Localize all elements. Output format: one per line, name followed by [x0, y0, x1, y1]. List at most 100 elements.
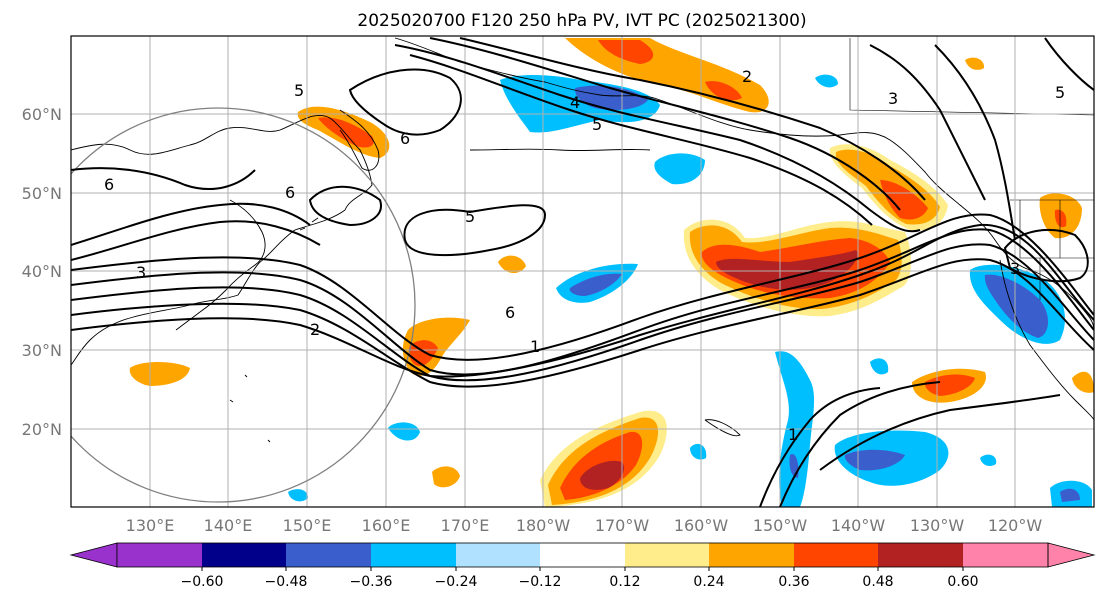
coastline-islands [229, 217, 741, 443]
pv-contour-north-4 [459, 37, 926, 201]
contour-label: 5 [294, 81, 304, 100]
coastline-asia [71, 114, 373, 366]
lon-label: 150°E [283, 516, 332, 535]
contour-labels: 5 4 5 6 6 5 3 2 6 1 2 3 1 3 6 5 [104, 67, 1065, 444]
coastline-japan [175, 199, 266, 331]
contour-label: 6 [505, 303, 515, 322]
pv-contour-ne-3 [1003, 228, 1089, 283]
anomaly-neg-small-1 [654, 153, 705, 185]
positive-anomaly-shading [129, 38, 1094, 507]
colorbar-segment [794, 543, 878, 567]
lon-label: 140°W [831, 516, 886, 535]
anomaly-pos-bering-east [705, 81, 742, 101]
colorbar-segment [540, 543, 625, 567]
colorbar-tick-label: 0.12 [609, 574, 640, 590]
negative-anomaly-shading [288, 74, 1092, 507]
anomaly-pos-gulf-alaska-core [880, 180, 928, 220]
colorbar-segment [963, 543, 1048, 567]
anomaly-pos-small-2 [432, 466, 460, 488]
colorbar-segment [625, 543, 709, 567]
colorbar-tick-label: −0.36 [350, 574, 393, 590]
colorbar-segment [456, 543, 540, 567]
anomaly-pos-small-4-core [1054, 209, 1067, 228]
lat-label: 20°N [22, 420, 62, 439]
colorbar-segment [202, 543, 286, 567]
anomaly-pos-bering-core [598, 40, 654, 64]
contour-label: 3 [1010, 259, 1020, 278]
anomaly-neg-small-5 [815, 74, 838, 88]
lon-label: 170°W [595, 516, 650, 535]
coastlines [71, 37, 1094, 443]
pv-contour-ridge [348, 68, 462, 136]
anomaly-neg-small-3 [288, 489, 308, 502]
contour-label: 1 [530, 337, 540, 356]
lon-label: 160°E [362, 516, 411, 535]
pv-contours [71, 37, 1094, 507]
lon-label: 130°E [126, 516, 175, 535]
anomaly-neg-small-7 [980, 454, 997, 466]
anomaly-neg-central-pac-core [569, 273, 622, 296]
anomaly-neg-small-8 [690, 443, 707, 460]
anomaly-pos-subtropics-max [580, 460, 625, 490]
contour-label: 2 [310, 320, 320, 339]
colorbar-tick-label: 0.36 [778, 574, 809, 590]
coastline-alaska [394, 37, 1094, 331]
pv-contour-east-3 [819, 394, 1061, 471]
colorbar-extend-high [1047, 542, 1096, 568]
anomaly-neg-small-4-core [1060, 488, 1080, 502]
contour-label: 3 [888, 89, 898, 108]
lon-label: 180°W [516, 516, 571, 535]
longitude-labels: 130°E 140°E 150°E 160°E 170°E 180°W 170°… [126, 516, 1043, 535]
pv-contour-jet-3 [71, 258, 1094, 388]
lon-label: 130°W [910, 516, 965, 535]
pv-contour-north-2 [409, 54, 873, 226]
anomaly-neg-small-6 [870, 358, 889, 375]
colorbar-ticks [201, 567, 964, 571]
pv-contour-east-2 [779, 381, 941, 507]
colorbar-segment [709, 543, 794, 567]
colorbar-tick-label: 0.48 [862, 574, 893, 590]
anomaly-neg-pacific-nw-core [984, 274, 1049, 338]
coastline-kamchatka [339, 109, 380, 171]
colorbar-tick-label: −0.24 [435, 574, 478, 590]
anomaly-pos-small-6 [965, 57, 985, 70]
pv-contour-jet-4 [71, 223, 1094, 378]
contour-label: 5 [1055, 83, 1065, 102]
contour-label: 6 [104, 175, 114, 194]
latitude-labels: 20°N 30°N 40°N 50°N 60°N [22, 105, 62, 439]
border-alaska-canada [849, 38, 1094, 116]
lat-label: 60°N [22, 105, 62, 124]
pv-contour-north-1 [394, 44, 921, 233]
contour-label: 1 [788, 425, 798, 444]
pv-contour-low-6 [308, 185, 382, 227]
pv-contour-jet-1 [71, 228, 1094, 376]
pv-contour-jet-5 [71, 213, 1094, 361]
pv-contour-jet-2 [71, 243, 1094, 382]
colorbar-tick-label: 0.60 [947, 574, 978, 590]
pv-contour-west-2 [71, 202, 311, 246]
coastline-na-west [999, 259, 1094, 421]
anomaly-neg-bering-core [574, 85, 648, 110]
lon-label: 160°W [674, 516, 729, 535]
pv-contour-ne-1 [869, 44, 986, 201]
colorbar-frame [116, 542, 1049, 568]
colorbar-tick-label: −0.48 [265, 574, 308, 590]
pv-contour-ne-4 [1044, 37, 1094, 91]
colorbar: −0.60 −0.48 −0.36 −0.24 −0.12 0.12 0.24 … [69, 542, 1096, 590]
contour-label: 2 [742, 67, 752, 86]
anomaly-neg-small-2 [388, 422, 420, 441]
contour-label: 6 [400, 129, 410, 148]
colorbar-extend-low [69, 542, 118, 568]
anomaly-pos-small-5 [1072, 371, 1094, 393]
map-panel: 5 4 5 6 6 5 3 2 6 1 2 3 1 3 6 5 [70, 35, 1095, 508]
lat-label: 30°N [22, 341, 62, 360]
colorbar-tick-label: −0.60 [181, 574, 224, 590]
lon-label: 170°E [441, 516, 490, 535]
lat-label: 40°N [22, 262, 62, 281]
pv-contour-low-5 [403, 204, 547, 257]
colorbar-tick-label: 0.24 [693, 574, 724, 590]
colorbar-segment [286, 543, 371, 567]
colorbar-tick-label: −0.12 [519, 574, 562, 590]
anomaly-pos-small-1 [129, 362, 190, 386]
